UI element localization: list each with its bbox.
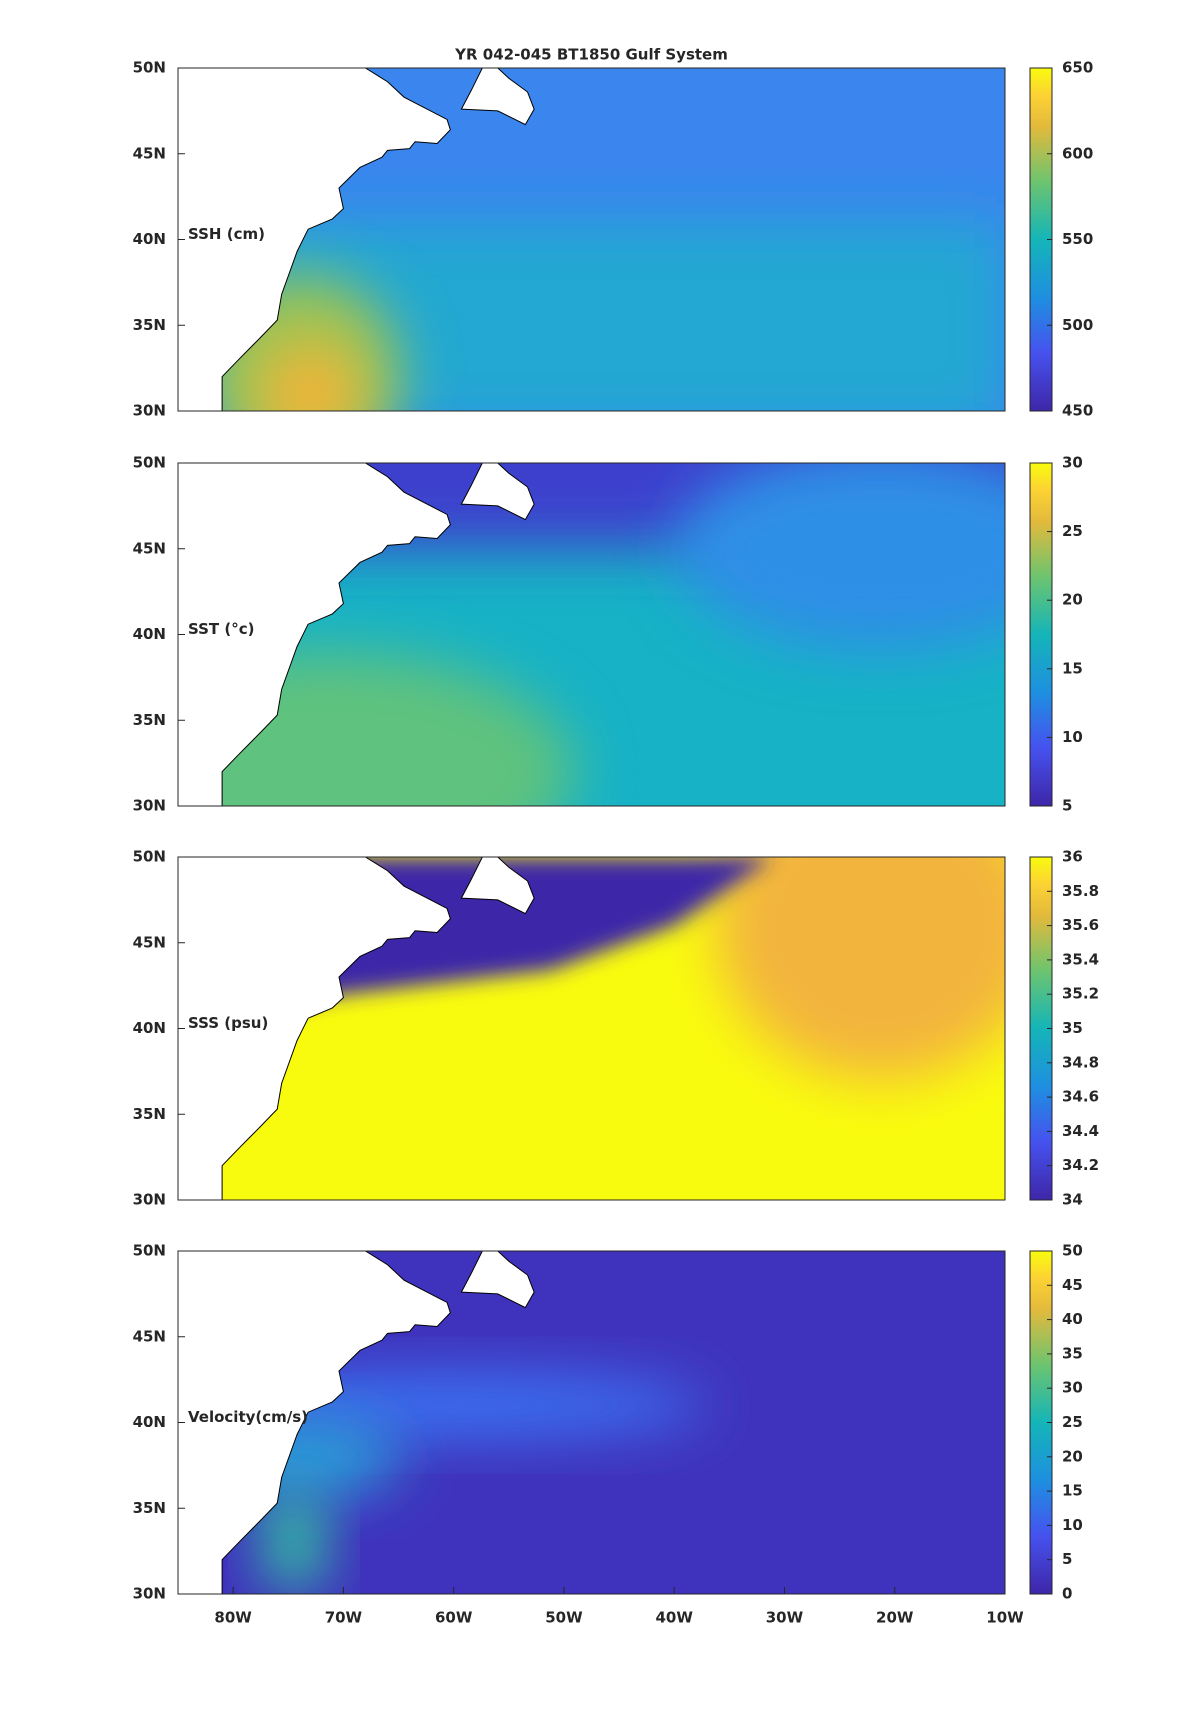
colorbar-tick-label: 550 [1062, 230, 1093, 248]
panel-label: SSS (psu) [188, 1014, 268, 1032]
colorbar-tick-label: 35 [1062, 1019, 1083, 1037]
colorbar-tick-label: 35.8 [1062, 882, 1099, 900]
x-tick-label: 60W [435, 1609, 473, 1627]
map-panel: 30N 35N 40N 45N 50N YR 042-045 BT1850 Gulf Sy… [133, 46, 1094, 420]
colorbar-tick-label: 35.2 [1062, 985, 1099, 1003]
y-tick-label: 30N [133, 402, 166, 420]
colorbar-tick-label: 450 [1062, 402, 1093, 420]
colorbar-tick-label: 0 [1062, 1585, 1072, 1603]
field [178, 463, 1005, 806]
colorbar-tick-label: 35 [1062, 1344, 1083, 1362]
y-tick-label: 30N [133, 797, 166, 815]
y-tick-label: 45N [133, 1327, 166, 1345]
colorbar-tick-label: 45 [1062, 1276, 1083, 1294]
colorbar-tick-label: 35.4 [1062, 950, 1099, 968]
colorbar-tick-label: 36 [1062, 848, 1083, 866]
map-panel: 30N 35N 40N 45N 50N SST (°c) 5 10 15 20 25 30 [133, 454, 1083, 815]
field [178, 68, 1005, 411]
land [178, 857, 451, 1200]
map-panel: 30N 35N 40N 45N 50N SSS (psu) 34 34.2 34.4 34.6 34… [133, 848, 1099, 1209]
y-tick-label: 35N [133, 711, 166, 729]
panel-label: Velocity(cm/s) [188, 1408, 308, 1426]
x-tick-label: 20W [876, 1609, 914, 1627]
colorbar-tick-label: 20 [1062, 1447, 1083, 1465]
panel-label: SST (°c) [188, 620, 255, 638]
y-tick-label: 35N [133, 1499, 166, 1517]
field [178, 1251, 1005, 1594]
land [178, 68, 451, 411]
y-tick-label: 30N [133, 1585, 166, 1603]
x-tick-label: 40W [655, 1609, 693, 1627]
colorbar-tick-label: 650 [1062, 59, 1093, 77]
land [178, 1251, 451, 1594]
y-tick-label: 40N [133, 230, 166, 248]
y-tick-label: 50N [133, 454, 166, 472]
y-tick-label: 40N [133, 625, 166, 643]
colorbar-tick-label: 25 [1062, 522, 1083, 540]
colorbar-tick-label: 5 [1062, 1550, 1072, 1568]
land [460, 1251, 535, 1309]
colorbar-tick-label: 40 [1062, 1310, 1083, 1328]
y-tick-label: 35N [133, 316, 166, 334]
colorbar-tick-label: 30 [1062, 1379, 1083, 1397]
x-tick-label: 70W [325, 1609, 363, 1627]
y-tick-label: 45N [133, 539, 166, 557]
map-panel: 30N 35N 40N 45N 50N 80W 70W 60W 50W 40W 30W 20W 10W V… [133, 1242, 1083, 1627]
field [178, 857, 1005, 1200]
x-tick-label: 80W [214, 1609, 252, 1627]
y-tick-label: 50N [133, 848, 166, 866]
x-tick-label: 30W [766, 1609, 804, 1627]
colorbar-tick-label: 25 [1062, 1413, 1083, 1431]
panel-label: SSH (cm) [188, 225, 265, 243]
colorbar-tick-label: 10 [1062, 1516, 1083, 1534]
colorbar-tick-label: 34.8 [1062, 1053, 1099, 1071]
chart-title: YR 042-045 BT1850 Gulf System [454, 46, 728, 64]
land [460, 857, 535, 915]
colorbar-tick-label: 20 [1062, 591, 1083, 609]
colorbar-tick-label: 34 [1062, 1191, 1083, 1209]
y-tick-label: 50N [133, 59, 166, 77]
y-tick-label: 30N [133, 1191, 166, 1209]
colorbar-tick-label: 500 [1062, 316, 1093, 334]
colorbar-tick-label: 34.2 [1062, 1156, 1099, 1174]
y-tick-label: 40N [133, 1413, 166, 1431]
y-tick-label: 45N [133, 144, 166, 162]
colorbar-tick-label: 5 [1062, 797, 1072, 815]
land [460, 68, 535, 126]
y-tick-label: 50N [133, 1242, 166, 1260]
colorbar-tick-label: 50 [1062, 1242, 1083, 1260]
y-tick-label: 35N [133, 1105, 166, 1123]
colorbar-tick-label: 34.4 [1062, 1122, 1099, 1140]
colorbar [1029, 462, 1053, 807]
colorbar-tick-label: 34.6 [1062, 1088, 1099, 1106]
x-tick-label: 50W [545, 1609, 583, 1627]
x-tick-label: 10W [986, 1609, 1024, 1627]
colorbar-tick-label: 600 [1062, 144, 1093, 162]
colorbar-tick-label: 10 [1062, 728, 1083, 746]
colorbar-tick-label: 35.6 [1062, 916, 1099, 934]
y-tick-label: 45N [133, 933, 166, 951]
colorbar-tick-label: 30 [1062, 454, 1083, 472]
y-tick-label: 40N [133, 1019, 166, 1037]
land [460, 463, 535, 521]
colorbar-tick-label: 15 [1062, 1482, 1083, 1500]
colorbar-tick-label: 15 [1062, 659, 1083, 677]
land [178, 463, 451, 806]
